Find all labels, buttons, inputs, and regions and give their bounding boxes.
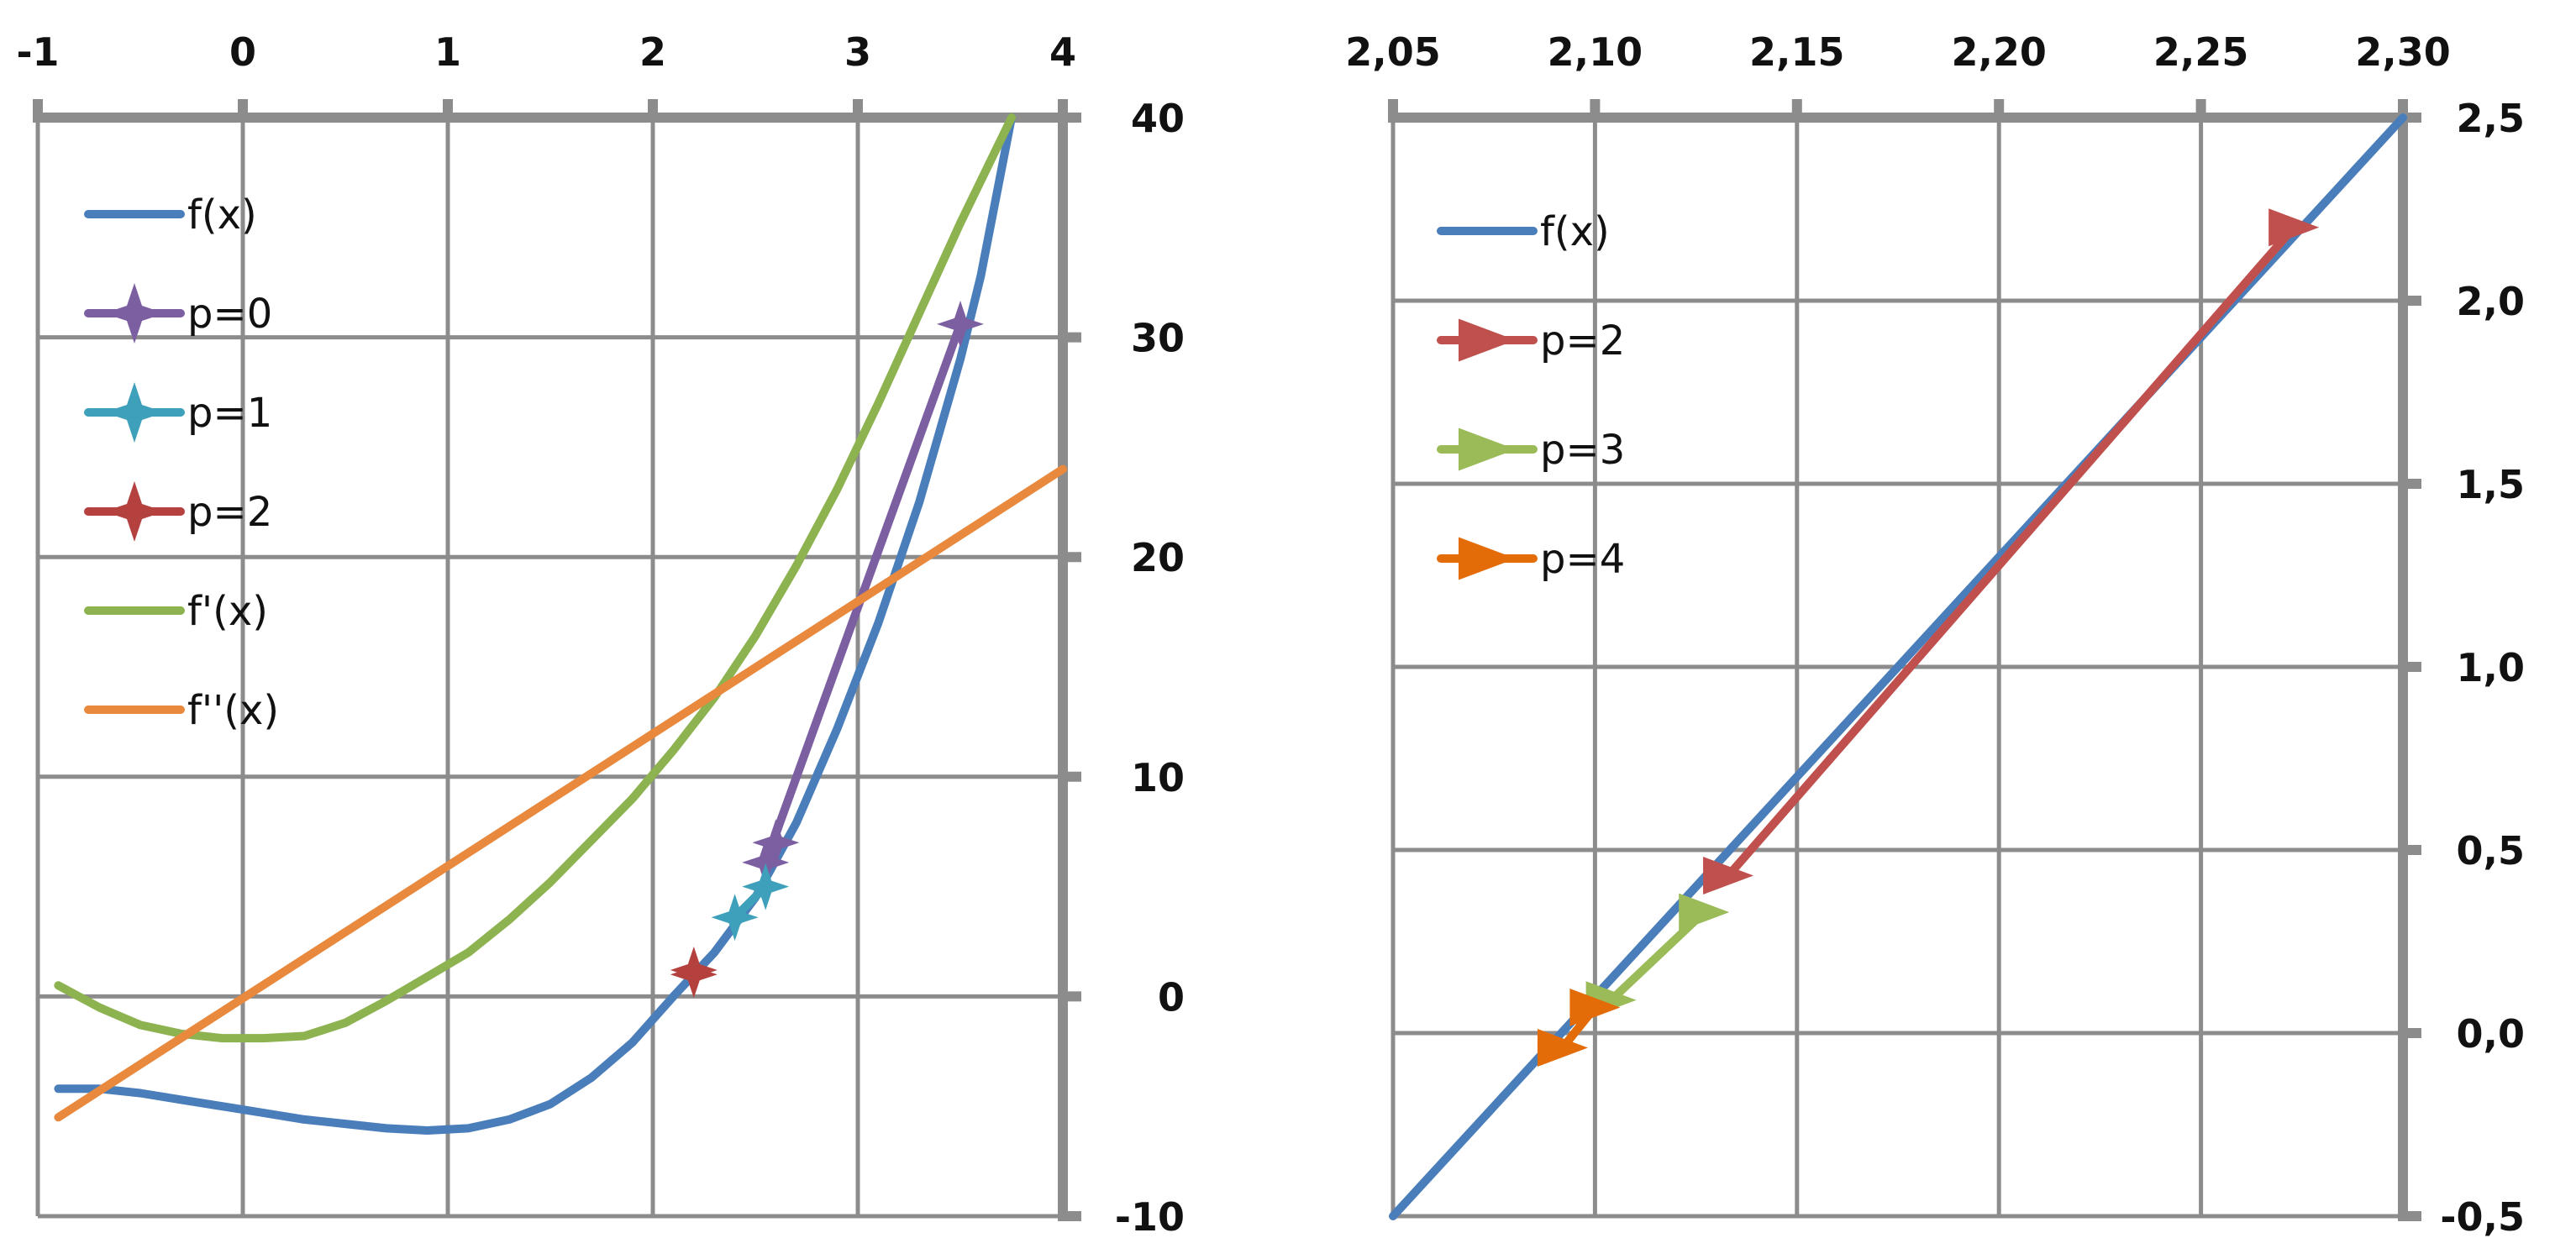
series-p-1 [711,863,790,942]
tick-labels: 2,05 2,10 2,15 2,20 2,25 2,30 -0,5 0,0 0,5 1,0 1,5… [1345,29,2525,1240]
legend-label: p=4 [1540,536,1625,583]
legend-label: f''(x) [187,687,279,734]
legend-item-fderiv-x: f'(x) [84,588,268,635]
data-point-p-2 [2268,208,2320,247]
data-point-p-4 [1537,1028,1588,1067]
series-fsecond-deriv-x [54,464,1067,1122]
legend: f(x) p=0 p=1 p=2 f'(x) f''(x) [84,191,279,734]
series-f-x [54,113,1016,1135]
legend-label: p=3 [1540,427,1625,474]
y-tick-label: 10 [1131,755,1185,800]
legend: f(x) p=2 p=3 p=4 [1437,208,1625,583]
series-line-fsecond-deriv-x [54,464,1067,1122]
x-tick-label: 2,10 [1548,29,1643,75]
legend-label: p=0 [187,291,272,338]
x-tick-label: 2,25 [2153,29,2249,75]
data-point-p-3 [1679,893,1730,931]
x-tick-label: 2,05 [1345,29,1441,75]
data-point-p-4 [1569,988,1621,1026]
series-line-p-2 [1724,223,2299,880]
legend-marker [104,283,165,344]
chart-right: 2,05 2,10 2,15 2,20 2,25 2,30 -0,5 0,0 0,5 1,0 1,5… [1345,29,2525,1240]
series-line-fderiv-x [54,113,1016,1043]
x-tick-label: -1 [16,29,59,75]
legend-item-p-3: p=3 [1437,427,1625,474]
legend-item-p-2: p=2 [84,481,272,542]
series-p-2 [1703,208,2320,895]
x-tick-label: 2,30 [2355,29,2451,75]
legend-label: f'(x) [187,588,268,635]
legend-item-fsecond-deriv-x: f''(x) [84,687,279,734]
y-tick-label: 0,0 [2457,1011,2526,1057]
legend-item-p-1: p=1 [84,382,272,443]
legend-label: f(x) [187,191,257,239]
x-tick-label: 2,15 [1749,29,1845,75]
series-line-f-x [54,113,1016,1135]
legend-label: p=2 [187,489,272,536]
data-point-p-0 [937,300,984,348]
legend-marker [1459,428,1516,471]
y-tick-label: 1,0 [2457,645,2526,690]
y-tick-label: 0 [1158,974,1185,1020]
axes [1388,99,2421,1221]
x-tick-label: 0 [229,29,256,75]
series-fderiv-x [54,113,1016,1043]
legend-item-p-2: p=2 [1437,317,1625,365]
legend-item-p-4: p=4 [1437,536,1625,583]
legend-marker [1459,318,1516,362]
legend-item-p-0: p=0 [84,283,272,344]
x-tick-label: 1 [434,29,461,75]
x-tick-label: 2,20 [1951,29,2047,75]
chart-left: -1 0 1 2 3 4-10010203040f(x)p=0p=1p=2f'(x)f''… [16,29,1185,1240]
legend-label: p=1 [187,390,272,437]
y-tick-label: 0,5 [2457,828,2526,873]
y-tick-label: 2,5 [2457,96,2526,141]
x-tick-label: 3 [844,29,871,75]
series-p-2 [670,947,718,999]
series-p-0 [742,300,984,886]
data-point-p-0 [752,819,800,867]
axes [33,99,1081,1221]
y-tick-label: 30 [1131,316,1185,361]
y-tick-label: 20 [1131,535,1185,580]
data-point-p-2 [670,951,718,999]
data-point-p-0 [742,838,790,886]
legend-marker [104,382,165,443]
plot-area [54,113,1067,1135]
legend-marker [1459,537,1516,580]
legend-item-f-x: f(x) [1437,208,1610,255]
x-tick-label: 2 [639,29,666,75]
legend-item-f-x: f(x) [84,191,257,239]
y-tick-label: 2,0 [2457,279,2526,324]
x-tick-label: 4 [1049,29,1076,75]
y-tick-label: 40 [1131,96,1185,141]
y-tick-label: 1,5 [2457,462,2526,507]
data-point-p-1 [711,894,759,942]
data-point-p-1 [742,863,790,910]
legend-label: p=2 [1540,317,1625,365]
data-point-p-2 [1703,857,1754,895]
y-tick-label: -10 [1115,1194,1185,1240]
legend-marker [104,481,165,542]
series-p-4 [1537,988,1621,1067]
y-tick-label: -0,5 [2440,1194,2525,1240]
plot-area [1389,113,2407,1220]
legend-label: f(x) [1540,208,1610,255]
